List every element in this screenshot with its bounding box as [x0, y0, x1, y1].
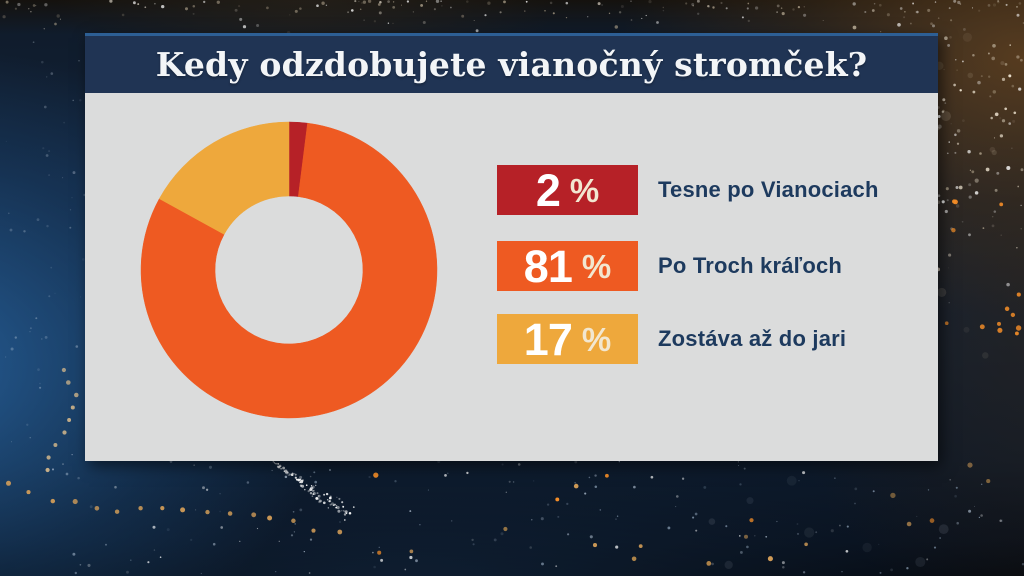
poll-question: Kedy odzdobujete vianočný stromček? [155, 45, 868, 84]
legend-value: 2 [535, 164, 561, 216]
legend-row: 2 % Tesne po Vianociach [497, 165, 879, 215]
donut-chart [140, 121, 438, 419]
legend-row: 81 % Po Troch kráľoch [497, 241, 842, 291]
legend-value-box: 2 % [497, 165, 638, 215]
legend-label: Po Troch kráľoch [658, 253, 843, 278]
legend-row: 17 % Zostáva až do jari [497, 314, 846, 364]
poll-title-bar: Kedy odzdobujete vianočný stromček? [85, 33, 938, 93]
percent-sign: % [569, 171, 600, 209]
poll-card: Kedy odzdobujete vianočný stromček? 2 % … [85, 33, 938, 461]
legend-value: 17 [523, 313, 573, 365]
poll-body: 2 % Tesne po Vianociach 81 % Po Troch kr… [85, 93, 938, 461]
legend-value-box: 81 % [497, 241, 638, 291]
legend-label: Zostáva až do jari [658, 326, 847, 351]
legend-value-box: 17 % [497, 314, 638, 364]
legend-label: Tesne po Vianociach [658, 177, 879, 202]
percent-sign: % [581, 320, 612, 358]
legend-value: 81 [523, 240, 573, 292]
percent-sign: % [581, 247, 612, 285]
